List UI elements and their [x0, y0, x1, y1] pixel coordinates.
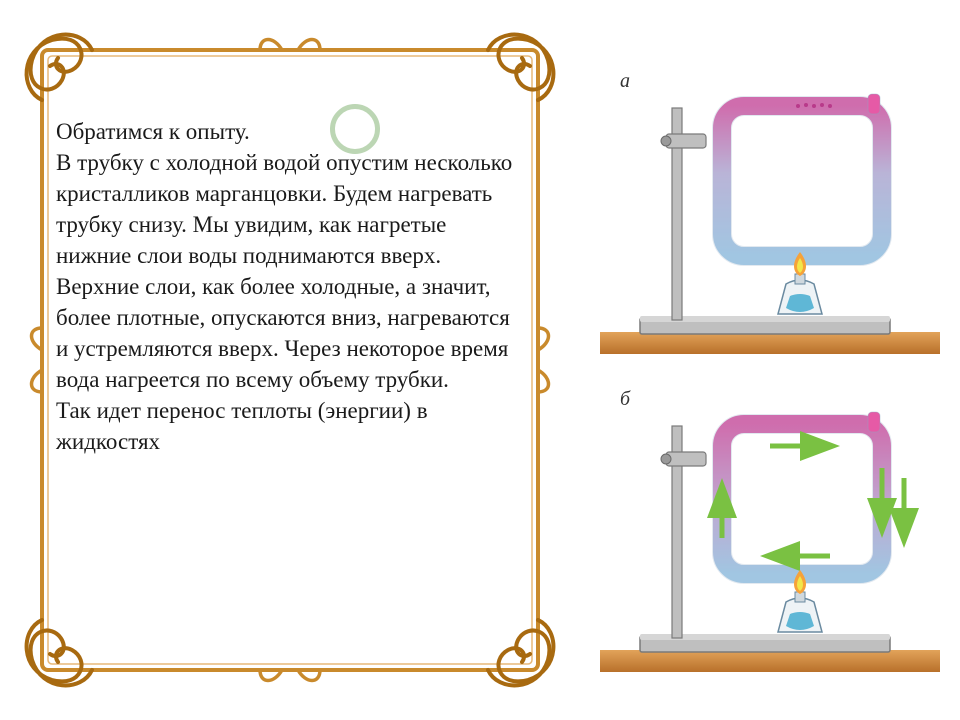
text-body: В трубку с холодной водой опустим нескол…	[56, 147, 524, 395]
diagram-a: а	[600, 70, 940, 360]
diagram-b: б	[600, 388, 940, 678]
diagram-b-svg	[600, 388, 940, 678]
text-line-3: Так идет перенос теплоты (энергии) в жид…	[56, 395, 524, 457]
diagram-b-label: б	[620, 388, 630, 411]
main-text: Обратимся к опыту. В трубку с холодной в…	[56, 116, 524, 458]
diagrams-column: а	[600, 70, 940, 706]
text-line-1: Обратимся к опыту.	[56, 116, 524, 147]
diagram-a-label: а	[620, 70, 630, 93]
diagram-a-svg	[600, 70, 940, 360]
slide: Обратимся к опыту. В трубку с холодной в…	[0, 0, 960, 720]
